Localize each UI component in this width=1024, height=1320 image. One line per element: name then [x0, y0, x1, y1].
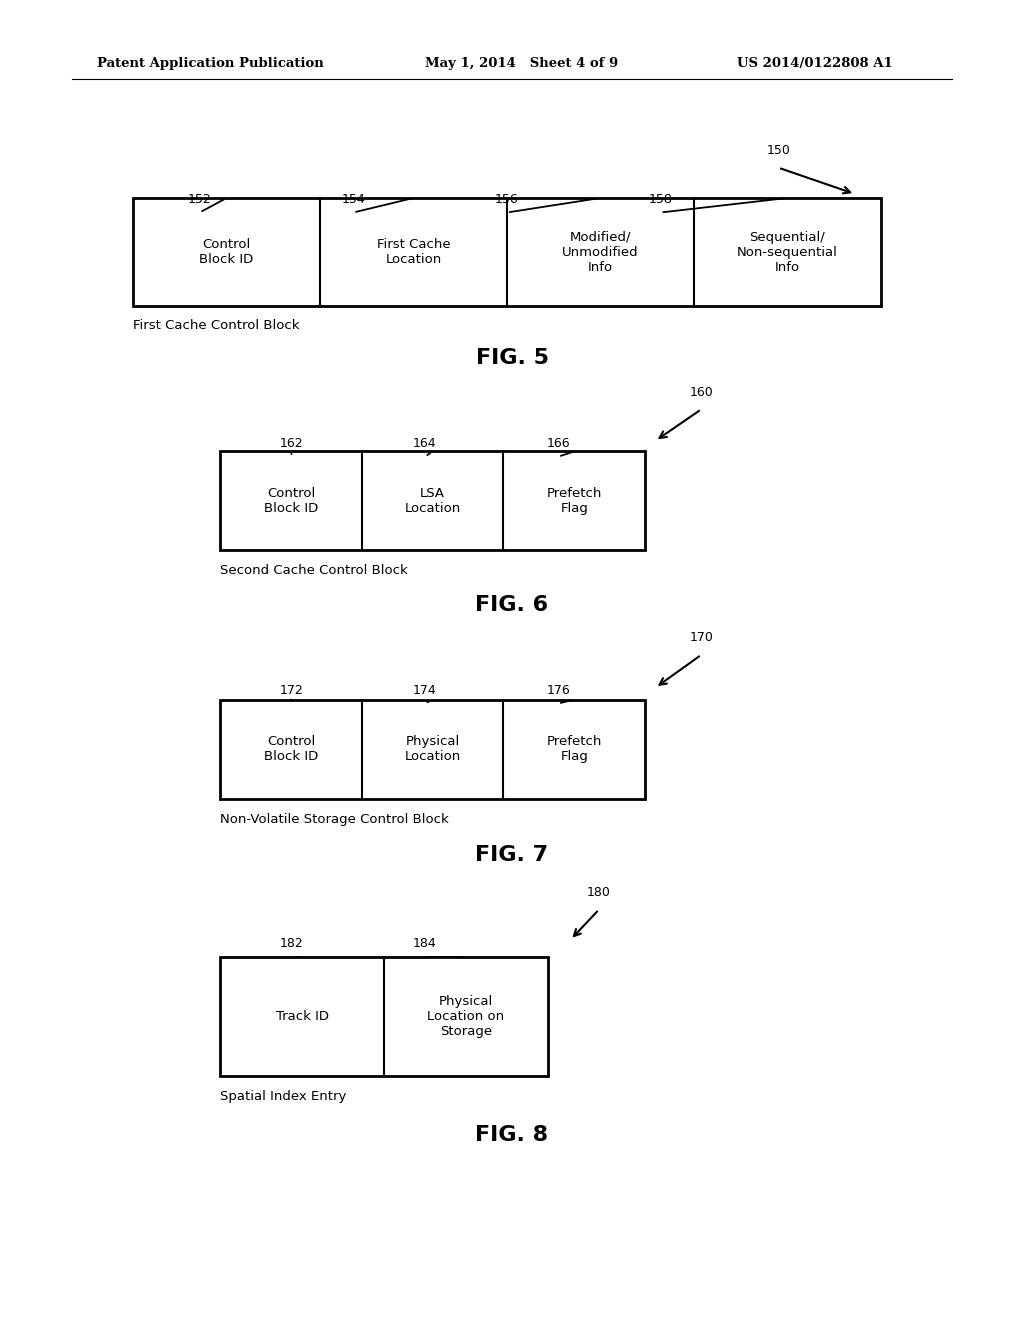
Text: Second Cache Control Block: Second Cache Control Block: [220, 564, 408, 577]
Bar: [220, 451, 645, 550]
Text: Patent Application Publication: Patent Application Publication: [97, 57, 324, 70]
Text: Physical
Location on
Storage: Physical Location on Storage: [427, 995, 505, 1038]
Text: 158: 158: [648, 193, 673, 206]
Text: May 1, 2014   Sheet 4 of 9: May 1, 2014 Sheet 4 of 9: [425, 57, 618, 70]
Text: 160: 160: [689, 385, 714, 399]
Text: 152: 152: [187, 193, 212, 206]
Text: First Cache Control Block: First Cache Control Block: [133, 319, 300, 333]
Text: Sequential/
Non-sequential
Info: Sequential/ Non-sequential Info: [736, 231, 838, 273]
Bar: [133, 198, 881, 306]
Bar: [220, 700, 645, 799]
Text: Spatial Index Entry: Spatial Index Entry: [220, 1090, 346, 1104]
Text: Control
Block ID: Control Block ID: [200, 238, 254, 267]
Text: 180: 180: [587, 886, 611, 899]
Text: Modified/
Unmodified
Info: Modified/ Unmodified Info: [562, 231, 639, 273]
Text: FIG. 7: FIG. 7: [475, 845, 549, 865]
Text: 166: 166: [546, 437, 570, 450]
Text: 150: 150: [766, 144, 791, 157]
Text: Control
Block ID: Control Block ID: [264, 735, 318, 763]
Text: 156: 156: [495, 193, 519, 206]
Text: Physical
Location: Physical Location: [404, 735, 461, 763]
Text: Prefetch
Flag: Prefetch Flag: [547, 487, 602, 515]
Text: FIG. 6: FIG. 6: [475, 595, 549, 615]
Text: Track ID: Track ID: [275, 1010, 329, 1023]
Text: 182: 182: [280, 937, 304, 950]
Text: 184: 184: [413, 937, 437, 950]
Text: US 2014/0122808 A1: US 2014/0122808 A1: [737, 57, 893, 70]
Text: 172: 172: [280, 684, 304, 697]
Text: 174: 174: [413, 684, 437, 697]
Text: Prefetch
Flag: Prefetch Flag: [547, 735, 602, 763]
Text: FIG. 8: FIG. 8: [475, 1125, 549, 1144]
Text: FIG. 5: FIG. 5: [475, 348, 549, 368]
Text: LSA
Location: LSA Location: [404, 487, 461, 515]
Text: First Cache
Location: First Cache Location: [377, 238, 451, 267]
Text: 164: 164: [413, 437, 437, 450]
Bar: [220, 957, 548, 1076]
Text: 176: 176: [546, 684, 570, 697]
Text: Control
Block ID: Control Block ID: [264, 487, 318, 515]
Text: Non-Volatile Storage Control Block: Non-Volatile Storage Control Block: [220, 813, 449, 826]
Text: 170: 170: [689, 631, 714, 644]
Text: 154: 154: [341, 193, 366, 206]
Text: 162: 162: [280, 437, 304, 450]
